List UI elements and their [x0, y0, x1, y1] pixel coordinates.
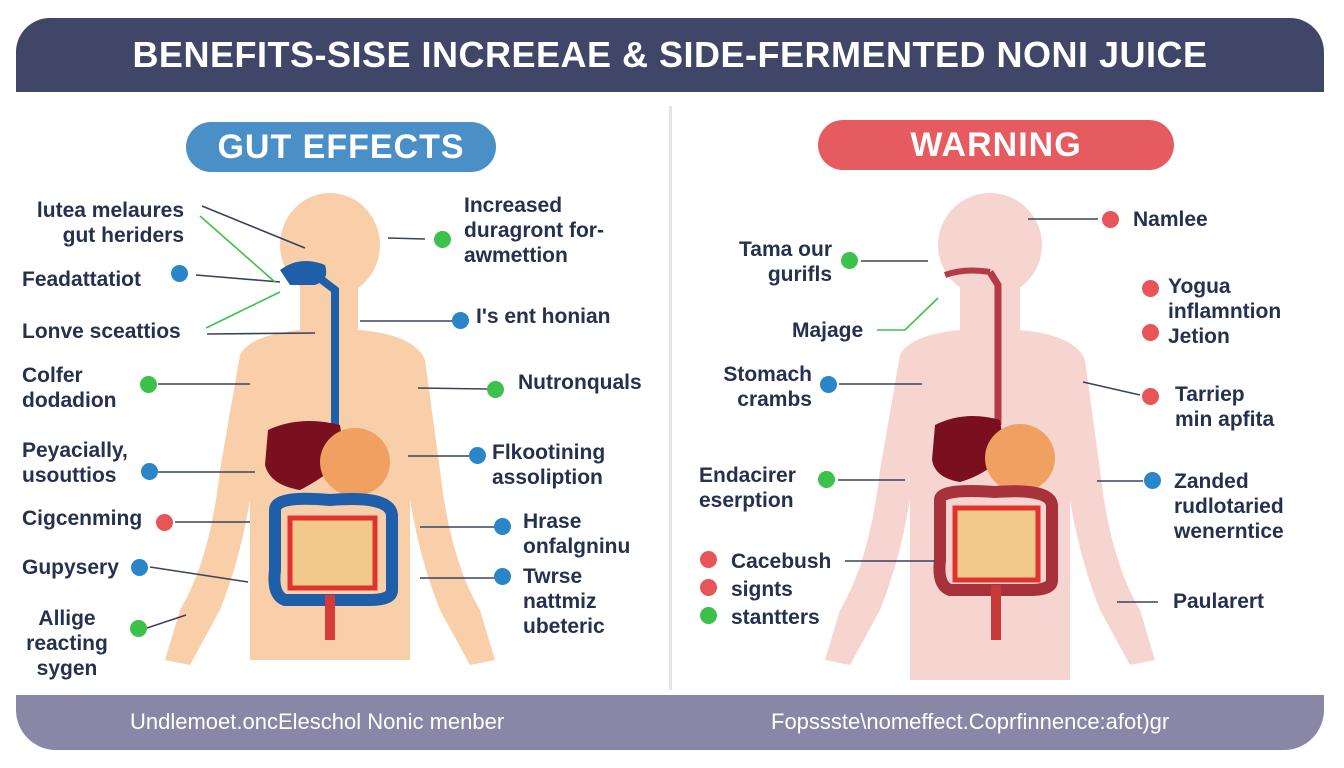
footer-left-text: Undlemoet.oncEleschol Nonic menber [130, 709, 505, 734]
badge-red [1142, 280, 1159, 297]
badge-green [487, 381, 504, 398]
label-cacebush: Cacebush signts stantters [731, 550, 832, 629]
label-tama-our: Tama our gurifls [739, 238, 832, 286]
gut-effects-heading: GUT EFFECTS [186, 122, 496, 172]
footer-right-text: Fopssste\nomeffect.Coprfinnence:afot)gr [771, 709, 1170, 734]
gut-effects-heading-text: GUT EFFECTS [217, 127, 465, 166]
badge-blue [452, 312, 469, 329]
label-endacirer: Endacirer eserption [699, 464, 796, 512]
connector-lines [146, 205, 1158, 629]
label-yogua: Yogua inflamntion Jetion [1168, 275, 1282, 348]
badge-blue [131, 559, 148, 576]
label-zanded: Zanded rudlotaried wenerntice [1174, 470, 1284, 543]
left-digestive-organs [265, 261, 398, 640]
label-increased: Increased duragront for- awmettion [464, 194, 604, 267]
label-cigcenming: Cigcenming [22, 507, 143, 530]
badge-blue [1144, 472, 1161, 489]
label-colfer-dodadion: Colfer dodadion [22, 364, 117, 412]
warning-heading: WARNING [818, 120, 1174, 170]
badge-red [1102, 211, 1119, 228]
label-tarriep: Tarriep min apfita [1175, 383, 1275, 431]
label-flkootining: Flkootining assoliption [492, 441, 606, 489]
label-feadattatiot: Feadattatiot [22, 268, 142, 291]
badge-blue [469, 447, 486, 464]
label-hrase: Hrase onfalgninu [523, 510, 631, 558]
label-namlee: Namlee [1133, 208, 1208, 231]
page-title: BENEFITS-SISE INCREEAE & SIDE-FERMENTED … [132, 34, 1208, 75]
label-lutea-melaures: lutea melaures gut heriders [36, 199, 184, 247]
label-majage: Majage [792, 319, 864, 342]
badge-green [700, 607, 717, 624]
label-stomach-crambs: Stomach crambs [723, 363, 812, 411]
right-digestive-organs [932, 267, 1058, 640]
badge-blue [141, 463, 158, 480]
label-nutronquals: Nutronquals [518, 371, 642, 394]
label-allige-reacting: Allige reacting sygen [26, 607, 108, 680]
badge-blue [494, 568, 511, 585]
badge-red [1142, 324, 1159, 341]
label-twrse: Twrse nattmiz ubeteric [523, 565, 605, 638]
label-ent-honian: I's ent honian [476, 305, 611, 328]
badge-blue [494, 518, 511, 535]
badge-blue [171, 265, 188, 282]
footer-bar: Undlemoet.oncEleschol Nonic menber Fopss… [16, 695, 1324, 750]
warning-heading-text: WARNING [910, 125, 1082, 164]
label-paularert: Paularert [1173, 590, 1265, 613]
right-body-silhouette [825, 193, 1155, 680]
badge-blue [820, 376, 837, 393]
label-lonve-sceattios: Lonve sceattios [22, 320, 181, 343]
badge-green [818, 471, 835, 488]
title-bar: BENEFITS-SISE INCREEAE & SIDE-FERMENTED … [16, 18, 1324, 92]
badge-red [700, 579, 717, 596]
panel-divider [669, 106, 672, 690]
badge-green [140, 376, 157, 393]
green-pointer-lines [199, 215, 939, 331]
badge-red [156, 514, 173, 531]
badge-green [130, 620, 147, 637]
badge-red [1142, 388, 1159, 405]
badge-red [700, 551, 717, 568]
badge-green [841, 252, 858, 269]
label-peyacially: Peyacially, usouttios [22, 439, 128, 487]
badge-green [434, 231, 451, 248]
label-gupysery: Gupysery [22, 556, 119, 579]
